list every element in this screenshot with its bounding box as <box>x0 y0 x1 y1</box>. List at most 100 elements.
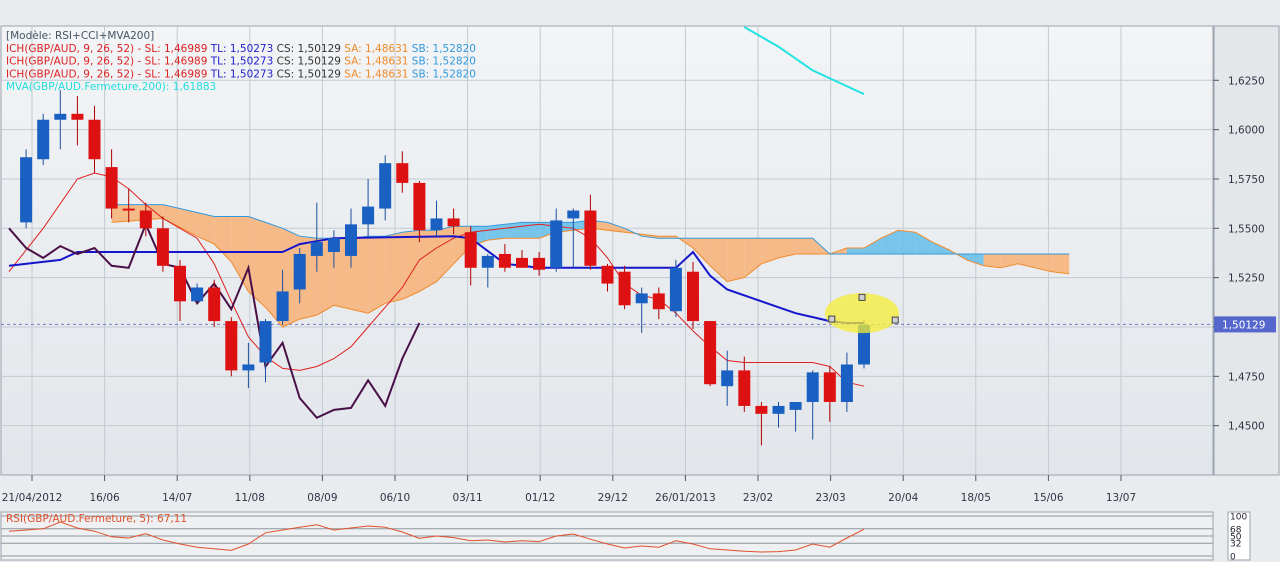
candle <box>379 155 392 221</box>
cloud-segment <box>522 222 540 239</box>
cloud-segment <box>641 234 659 239</box>
candle-body <box>88 119 101 160</box>
mva-legend: MVA(GBP/AUD.Fermeture,200): 1,61883 <box>6 81 216 93</box>
candle-body <box>413 182 426 231</box>
candle <box>601 263 614 292</box>
candle-body <box>327 238 340 252</box>
candle-body <box>567 210 580 219</box>
candle-body <box>601 265 614 284</box>
y-tick-label: 1,5250 <box>1228 273 1265 285</box>
candle <box>345 208 357 268</box>
candle <box>840 352 853 412</box>
highlight-handle <box>891 316 899 324</box>
candle-body <box>464 232 477 268</box>
candle-body <box>105 167 118 209</box>
cloud-segment <box>316 238 334 316</box>
candle-body <box>550 220 563 268</box>
candle-body <box>721 370 734 387</box>
x-tick-label: 03/11 <box>452 492 482 504</box>
x-tick-label: 21/04/2012 <box>2 492 63 504</box>
candle-body <box>704 321 717 385</box>
candle-body <box>584 210 597 266</box>
cloud-segment <box>778 238 796 258</box>
y-tick-label: 1,4500 <box>1228 421 1265 433</box>
candle <box>550 208 563 272</box>
cloud-segment <box>795 238 813 254</box>
candle <box>584 194 597 270</box>
candle-body <box>396 163 409 183</box>
cloud-segment <box>197 212 215 245</box>
candle <box>772 401 785 428</box>
candle-body <box>430 218 443 231</box>
x-tick-label: 15/06 <box>1033 492 1064 504</box>
cloud-segment <box>693 238 711 266</box>
candle-body <box>772 405 785 414</box>
candle-body <box>840 364 853 402</box>
candle <box>533 251 546 276</box>
candle-body <box>823 372 836 402</box>
candles <box>20 90 870 446</box>
candle-body <box>481 255 494 268</box>
candle <box>823 366 836 422</box>
candle <box>37 113 50 166</box>
candle <box>430 200 443 237</box>
cloud-segment <box>898 230 916 254</box>
candle-body <box>755 405 768 414</box>
candle-body <box>310 242 323 256</box>
candle <box>327 230 340 268</box>
x-axis: 21/04/2012 16/06 14/07 11/08 08/09 06/10 03/11… <box>2 475 1136 504</box>
cloud-segment <box>368 236 386 314</box>
candle-body <box>789 401 802 410</box>
y-tick-label: 1,6000 <box>1228 125 1265 137</box>
candle <box>413 180 426 243</box>
cloud-segment <box>162 204 198 237</box>
x-tick-label: 26/01/2013 <box>655 492 716 504</box>
cloud-segment <box>761 238 779 264</box>
highlight-ellipse <box>825 293 899 334</box>
x-tick-label: 16/06 <box>89 492 120 504</box>
x-tick-label: 20/04 <box>888 492 919 504</box>
candle-body <box>533 257 546 270</box>
cloud-segment <box>385 232 403 304</box>
highlight-handle <box>828 315 836 323</box>
candle-body <box>447 218 460 227</box>
candle-body <box>139 210 152 229</box>
x-tick-label: 11/08 <box>235 492 265 504</box>
legend-row: ICH(GBP/AUD, 9, 26, 52) - SL: 1,46989 TL… <box>6 56 476 68</box>
mva-line <box>743 26 865 96</box>
rsi-scale-box <box>1227 511 1251 561</box>
cloud-segment <box>1052 253 1070 274</box>
candle <box>20 149 33 229</box>
cloud-segment <box>864 238 882 254</box>
candle <box>54 90 67 150</box>
legend-row: ICH(GBP/AUD, 9, 26, 52) - SL: 1,46989 TL… <box>6 68 476 80</box>
rsi-scale-label: 50 <box>1230 533 1242 543</box>
candle-body <box>669 267 682 312</box>
rsi-line <box>8 521 865 553</box>
candle <box>652 287 665 320</box>
y-tick-label: 1,5500 <box>1228 223 1265 235</box>
highlight-handle <box>858 293 866 301</box>
candle <box>191 283 204 302</box>
cloud-segment <box>214 216 232 262</box>
legend-row: ICH(GBP/AUD, 9, 26, 52) - SL: 1,46989 TL… <box>6 43 476 55</box>
candle-body <box>259 321 272 363</box>
cloud-segment <box>607 222 625 233</box>
rsi-scale-label: 68 <box>1230 525 1242 535</box>
candle-body <box>242 364 255 371</box>
candle <box>156 216 169 272</box>
candle-body <box>208 287 221 322</box>
candle-body <box>54 113 67 120</box>
candle <box>122 188 135 223</box>
x-tick-label: 06/10 <box>380 492 410 504</box>
candle-body <box>191 287 204 302</box>
candle-body <box>174 265 186 302</box>
candle-body <box>122 208 135 211</box>
candle <box>567 208 580 268</box>
candle <box>293 248 306 304</box>
candle <box>755 401 768 446</box>
x-tick-label: 29/12 <box>598 492 628 504</box>
candle <box>174 259 186 322</box>
